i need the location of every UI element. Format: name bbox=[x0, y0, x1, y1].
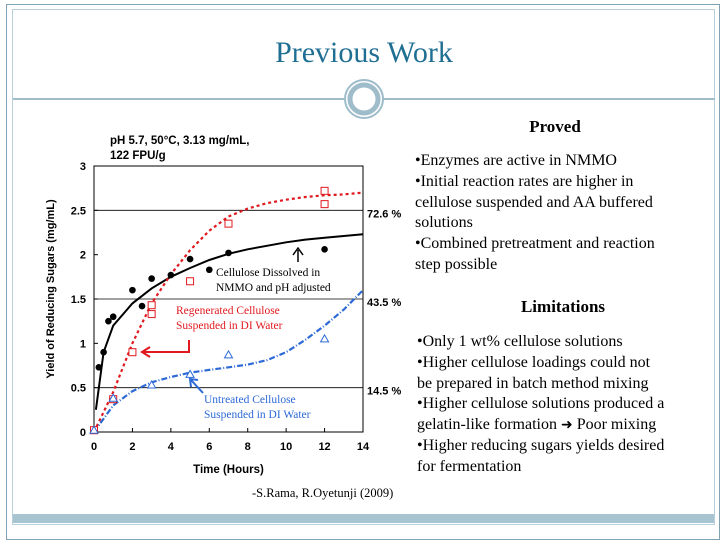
series-label: Untreated Cellulose bbox=[204, 394, 296, 406]
data-point bbox=[109, 313, 117, 321]
fit-curve bbox=[93, 191, 364, 433]
data-point bbox=[224, 219, 233, 228]
series-label: Cellulose Dissolved in bbox=[216, 267, 320, 279]
conditions-text: pH 5.7, 50°C, 3.13 mg/mL, bbox=[110, 135, 249, 147]
percent-label: 72.6 % bbox=[367, 208, 401, 220]
slide-frame bbox=[6, 4, 720, 540]
proved-heading: Proved bbox=[529, 117, 581, 136]
proved-line: step possible bbox=[415, 255, 498, 273]
data-point bbox=[128, 348, 137, 357]
y-tick-label: 1 bbox=[80, 338, 86, 350]
limitation-line: be prepared in batch method mixing bbox=[417, 374, 649, 392]
slide-inner-frame bbox=[12, 9, 715, 525]
proved-line: •Enzymes are active in NMMO bbox=[415, 152, 617, 169]
data-point bbox=[108, 393, 119, 402]
series-label: NMMO and pH adjusted bbox=[216, 282, 331, 294]
limitations-heading: Limitations bbox=[520, 297, 606, 316]
x-axis-label: Time (Hours) bbox=[193, 464, 264, 476]
series-label: Suspended in DI Water bbox=[176, 320, 283, 332]
data-point bbox=[129, 286, 136, 294]
data-point bbox=[147, 310, 156, 319]
y-tick-label: 0.5 bbox=[71, 383, 86, 395]
data-point bbox=[138, 302, 146, 310]
y-tick-label: 3 bbox=[80, 161, 86, 173]
x-tick-label: 8 bbox=[245, 441, 251, 453]
data-point bbox=[319, 333, 330, 343]
red-arrow-icon bbox=[140, 340, 190, 358]
data-point bbox=[95, 363, 103, 371]
limitation-line: •Higher cellulose loadings could not bbox=[417, 353, 651, 371]
blue-arrow-icon bbox=[188, 377, 204, 394]
limitation-text: Poor mixing bbox=[576, 416, 657, 434]
data-point bbox=[186, 277, 195, 286]
black-arrow-icon bbox=[292, 246, 304, 262]
data-point bbox=[205, 266, 213, 274]
data-point bbox=[146, 379, 157, 389]
data-point bbox=[320, 186, 329, 195]
proved-line: •Initial reaction rates are higher in bbox=[415, 172, 634, 190]
y-axis-label: Yield of Reducing Sugars (mg/mL) bbox=[45, 199, 57, 379]
citation: -S.Rama, R.Oyetunji (2009) bbox=[252, 486, 394, 500]
limitation-line: •Only 1 wt% cellulose solutions bbox=[417, 333, 623, 350]
data-point bbox=[320, 200, 329, 209]
data-point bbox=[105, 317, 112, 325]
x-tick-label: 0 bbox=[91, 441, 97, 453]
y-tick-label: 1.5 bbox=[71, 294, 86, 306]
proved-line: solutions bbox=[415, 214, 473, 232]
footer-bar bbox=[13, 514, 714, 523]
data-point bbox=[148, 275, 155, 282]
x-tick-label: 2 bbox=[129, 441, 135, 453]
slide-title: Previous Work bbox=[275, 36, 453, 69]
data-point bbox=[167, 271, 175, 279]
x-tick-label: 6 bbox=[206, 441, 212, 453]
series-label: Suspended in DI Water bbox=[204, 409, 311, 421]
proved-line: cellulose suspended and AA buffered bbox=[415, 193, 653, 211]
data-point bbox=[223, 349, 234, 359]
data-point bbox=[186, 255, 194, 263]
y-tick-label: 0 bbox=[80, 427, 86, 439]
percent-label: 14.5 % bbox=[367, 386, 401, 398]
conditions-text: 122 FPU/g bbox=[110, 150, 166, 162]
right-arrow-icon: ➜ bbox=[560, 417, 573, 434]
limitation-line: •Higher cellulose solutions produced a bbox=[417, 395, 665, 413]
data-point bbox=[321, 246, 328, 253]
yield-chart: 0 2 4 6 8 10 12 14 0 0.5 1 1.5 2 2.5 3 Time (Hours) Yiel… bbox=[45, 135, 401, 476]
fit-curve bbox=[93, 289, 364, 433]
limitation-line: •Higher reducing sugars yields desired bbox=[417, 436, 665, 454]
x-tick-label: 10 bbox=[280, 441, 292, 453]
limitations-list: •Only 1 wt% cellulose solutions •Higher … bbox=[417, 332, 664, 478]
title-divider-left bbox=[13, 98, 348, 100]
data-point bbox=[89, 425, 99, 434]
data-point bbox=[225, 249, 232, 257]
proved-list: •Enzymes are active in NMMO •Initial rea… bbox=[415, 151, 655, 276]
proved-line: •Combined pretreatment and reaction bbox=[415, 235, 655, 253]
limitation-line: for fermentation bbox=[417, 457, 522, 475]
fit-curve bbox=[94, 233, 364, 410]
x-tick-label: 4 bbox=[168, 441, 175, 453]
ring-ornament-icon bbox=[344, 79, 384, 119]
x-tick-label: 14 bbox=[357, 441, 370, 453]
y-tick-label: 2.5 bbox=[71, 205, 86, 217]
x-tick-label: 12 bbox=[318, 441, 330, 453]
limitation-text: gelatin-like formation bbox=[417, 416, 557, 434]
data-point bbox=[185, 369, 195, 378]
data-point bbox=[147, 301, 156, 310]
data-point bbox=[100, 348, 107, 356]
title-divider-right bbox=[379, 98, 715, 100]
series-label: Regenerated Cellulose bbox=[176, 305, 280, 317]
limitation-line: gelatin-like formation ➜ Poor mixing bbox=[417, 415, 664, 436]
percent-label: 43.5 % bbox=[367, 297, 401, 309]
y-tick-label: 2 bbox=[80, 250, 86, 262]
